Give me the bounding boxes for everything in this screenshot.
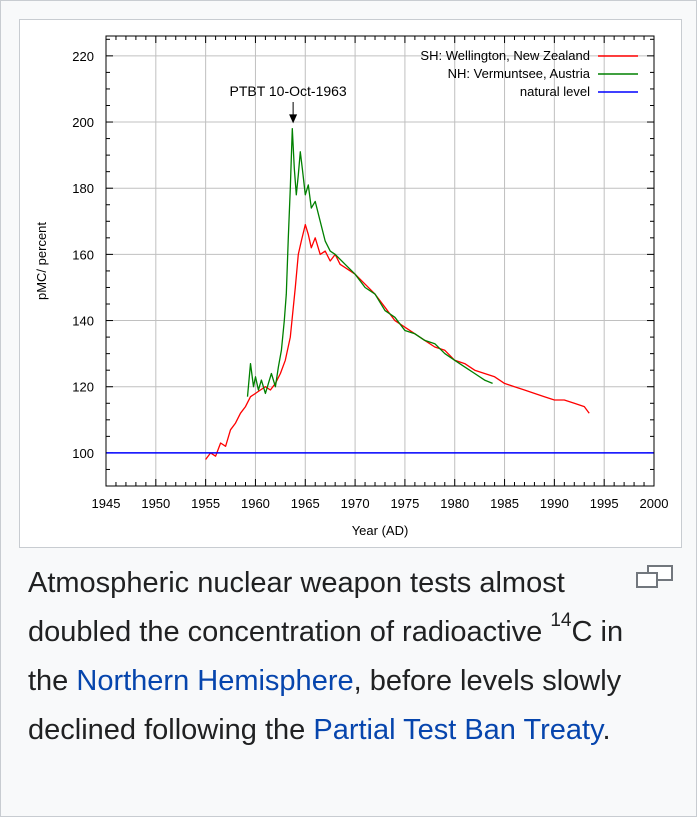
y-tick-label: 120 (72, 380, 94, 395)
legend-label: natural level (520, 84, 590, 99)
x-tick-label: 1995 (590, 496, 619, 511)
x-tick-label: 2000 (640, 496, 669, 511)
northern-hemisphere-link[interactable]: Northern Hemisphere (76, 665, 354, 697)
x-tick-label: 1990 (540, 496, 569, 511)
caption-text: , before levels slowly declined followin… (28, 665, 622, 746)
chart-image[interactable]: 1945 1950 1955 1960 1965 1970 1975 1980 1985 1990… (19, 19, 682, 548)
partial-test-ban-treaty-link[interactable]: Partial Test Ban Treaty (313, 714, 603, 746)
enlarge-icon[interactable] (634, 564, 676, 590)
x-tick-label: 1955 (191, 496, 220, 511)
legend-label: SH: Wellington, New Zealand (420, 48, 590, 63)
x-tick-label: 1985 (490, 496, 519, 511)
x-tick-label: 1970 (341, 496, 370, 511)
c14-chart: 1945 1950 1955 1960 1965 1970 1975 1980 1985 1990… (34, 35, 669, 538)
x-tick-label: 1980 (440, 496, 469, 511)
y-axis-label: pMC/ percent (34, 222, 49, 300)
legend-label: NH: Vermuntsee, Austria (448, 66, 591, 81)
series-line (246, 127, 493, 397)
series-line (205, 223, 590, 460)
y-tick-label: 140 (72, 314, 94, 329)
x-tick-label: 1945 (92, 496, 121, 511)
y-tick-label: 180 (72, 181, 94, 196)
y-tick-label: 100 (72, 446, 94, 461)
figure-caption: Atmospheric nuclear weapon tests almost … (28, 559, 658, 755)
y-tick-label: 160 (72, 247, 94, 262)
x-axis-label: Year (AD) (352, 523, 409, 538)
ptbt-annotation-label: PTBT 10-Oct-1963 (229, 83, 346, 99)
caption-text: C in the (28, 616, 624, 697)
x-tick-label: 1965 (291, 496, 320, 511)
ptbt-arrow-head (289, 114, 298, 124)
y-tick-label: 220 (72, 49, 94, 64)
plot-frame (105, 35, 655, 487)
isotope-superscript: 14 (550, 610, 572, 632)
y-tick-label: 200 (72, 115, 94, 130)
x-tick-label: 1975 (390, 496, 419, 511)
x-tick-label: 1960 (241, 496, 270, 511)
x-tick-label: 1950 (141, 496, 170, 511)
caption-text: Atmospheric nuclear weapon tests almost … (28, 567, 565, 648)
caption-text: . (602, 714, 611, 746)
